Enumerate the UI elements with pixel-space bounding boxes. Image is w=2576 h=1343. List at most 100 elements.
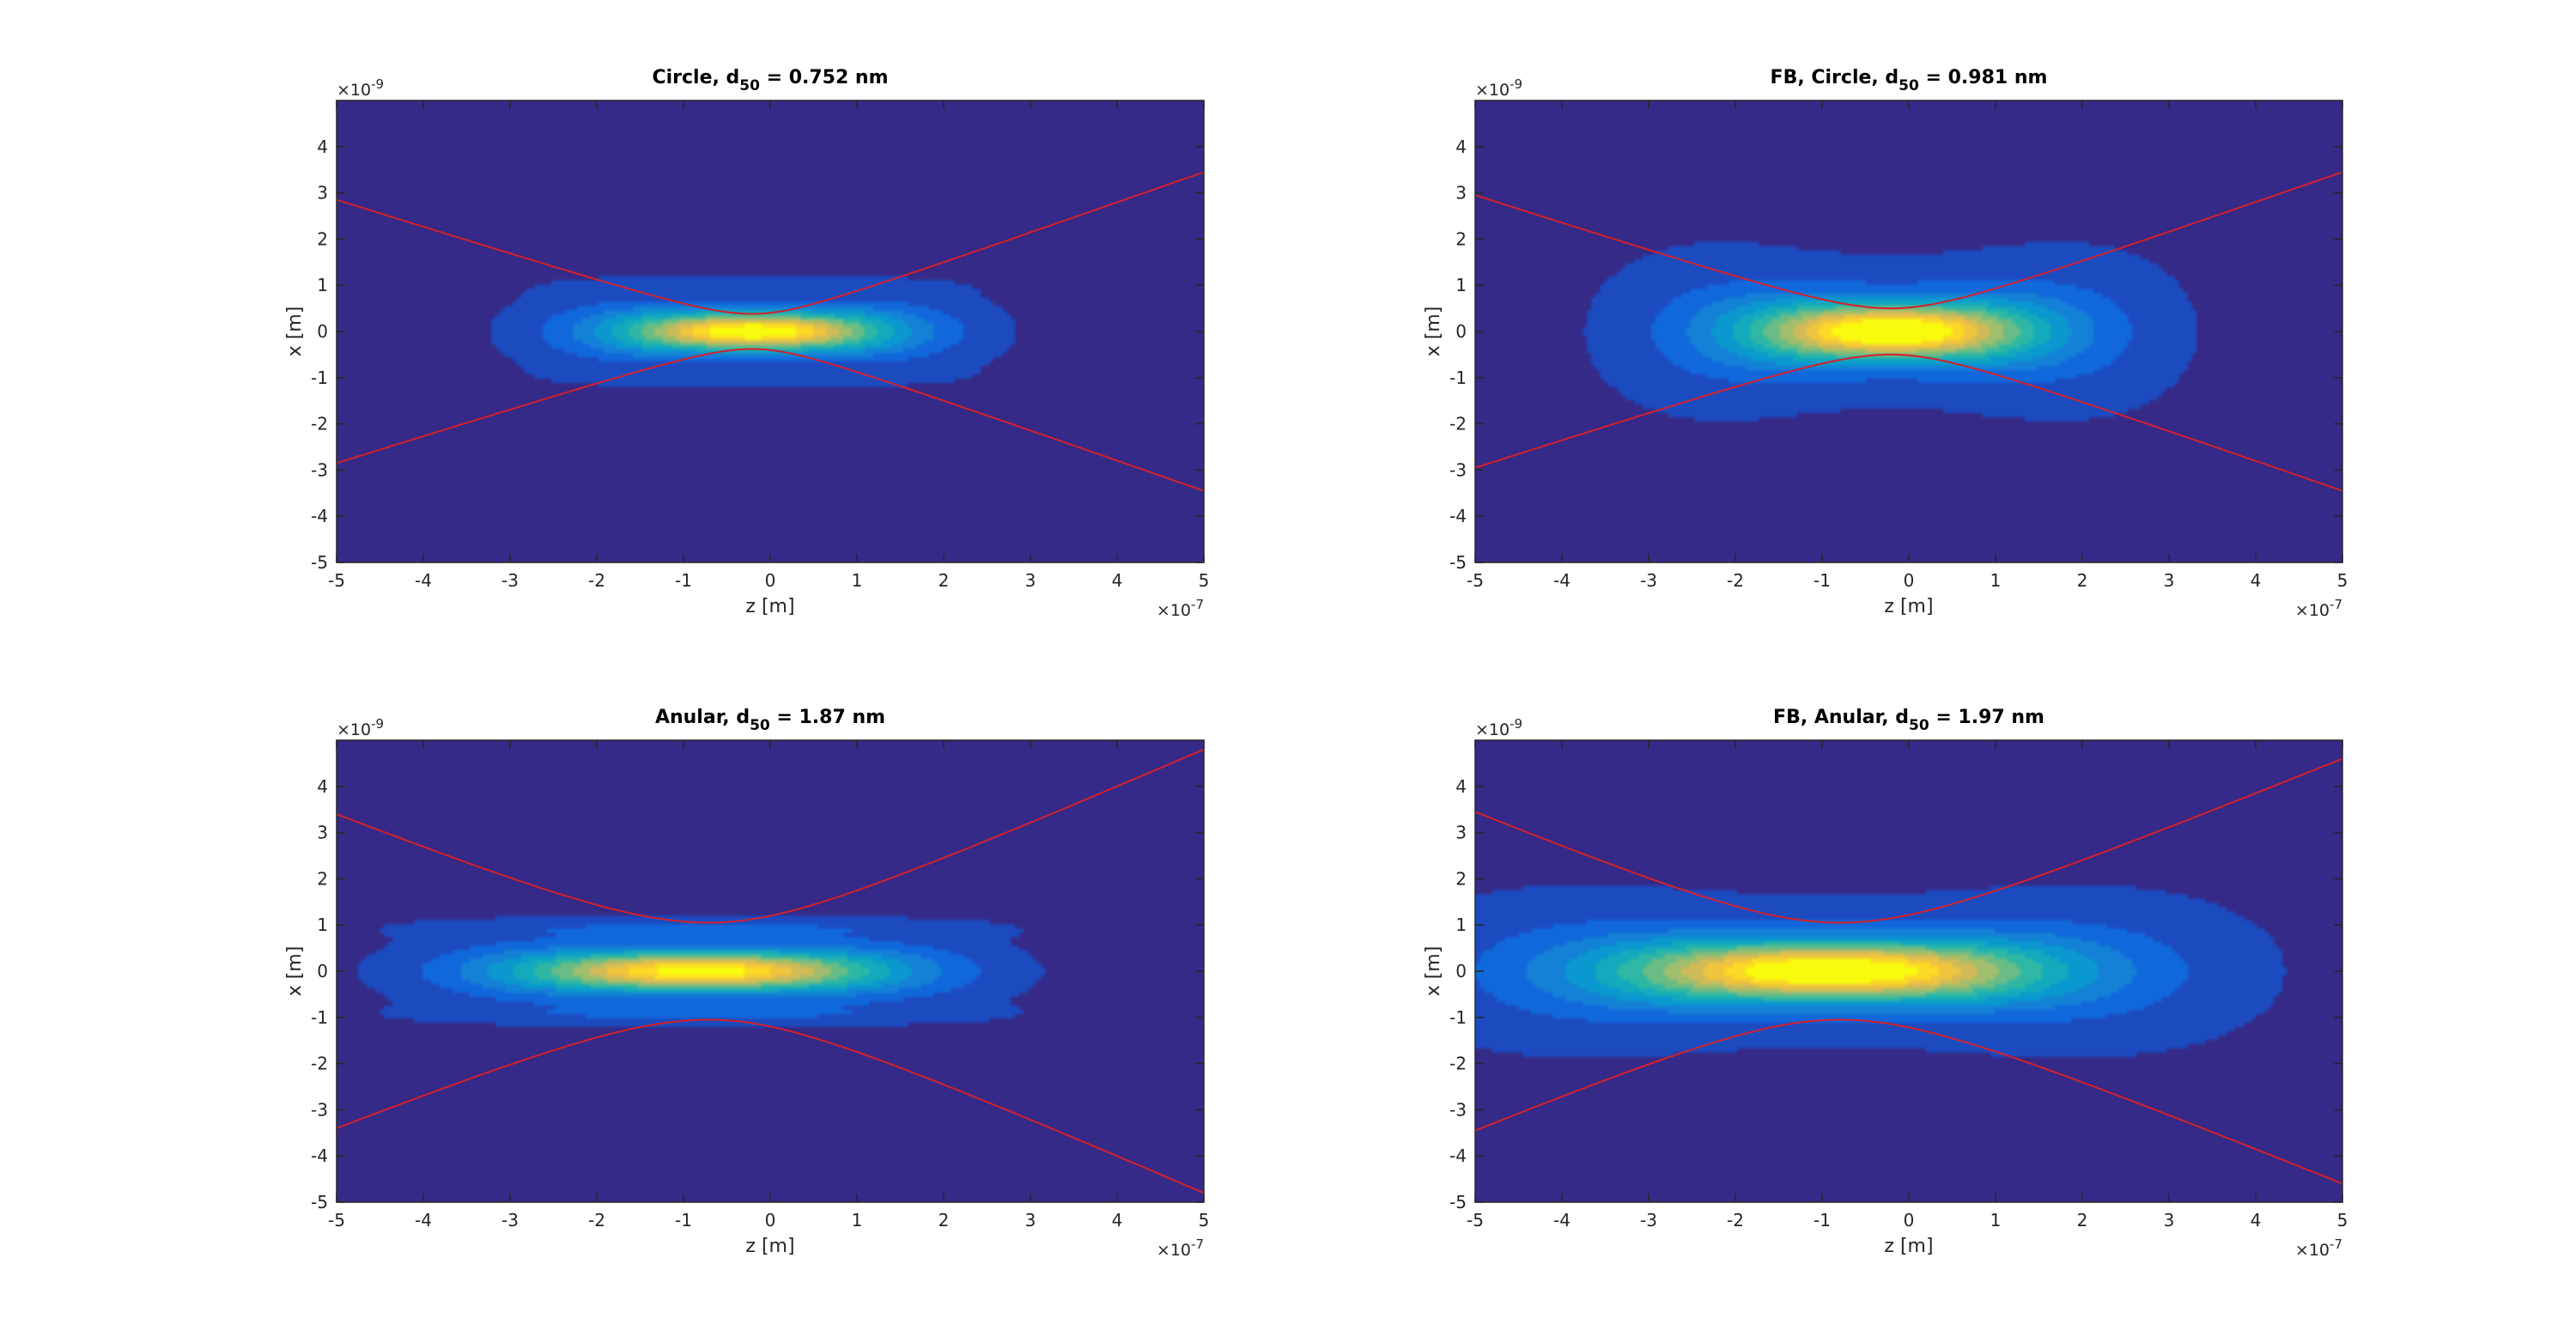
y-axis-label: x [m] xyxy=(284,946,306,997)
y-tick-label: -2 xyxy=(1449,414,1467,434)
y-tick-label: 0 xyxy=(317,321,328,342)
x-tick-label: 5 xyxy=(2337,1210,2348,1231)
x-tick-label: -1 xyxy=(1814,570,1831,591)
y-tick-label: -3 xyxy=(311,1099,328,1120)
y-tick-label: -4 xyxy=(311,506,328,526)
x-axis-label: z [m] xyxy=(745,1236,794,1257)
x-exponent-label: ×10-7 xyxy=(2295,1237,2342,1260)
x-tick-label: 0 xyxy=(1904,1210,1915,1231)
envelope-lower xyxy=(1474,1018,2343,1185)
x-tick-label: -5 xyxy=(328,570,345,591)
x-tick-label: 4 xyxy=(2251,570,2262,591)
x-exponent-label: ×10-7 xyxy=(1157,1237,1204,1260)
x-tick-label: -1 xyxy=(1814,1210,1831,1231)
subplot-1: -5 -4 -3 -2 -1 0 1 2 3 4 5 -5 -4 -3 -2 -1 0 1 2 3 4 z [m] x [m… xyxy=(284,67,1209,620)
y-tick-label: 3 xyxy=(317,183,328,204)
x-tick-label: 2 xyxy=(2077,1210,2088,1231)
x-tick-label: -3 xyxy=(501,570,519,591)
x-tick-label: -1 xyxy=(675,570,692,591)
subplot-title: Anular, d50 = 1.87 nm xyxy=(655,707,885,734)
x-exponent-label: ×10-7 xyxy=(2295,597,2342,620)
subplot-2: -5 -4 -3 -2 -1 0 1 2 3 4 5 -5 -4 -3 -2 -1 0 1 2 3 4 z [m] x [m… xyxy=(1423,67,2348,620)
y-tick-label: -1 xyxy=(311,368,328,388)
y-tick-label: -2 xyxy=(311,1054,328,1074)
x-exponent-label: ×10-7 xyxy=(1157,597,1204,620)
y-tick-label: 4 xyxy=(1455,137,1467,157)
y-tick-label: -2 xyxy=(1449,1054,1467,1074)
y-tick-label: 3 xyxy=(1455,823,1467,843)
heatmap-field xyxy=(337,100,1204,562)
y-tick-label: 2 xyxy=(1455,228,1467,249)
y-tick-label: -3 xyxy=(1449,1099,1467,1120)
x-axis-label: z [m] xyxy=(1884,596,1933,617)
x-tick-label: 2 xyxy=(2077,570,2088,591)
x-tick-label: -2 xyxy=(1727,1210,1744,1231)
subplot-4: -5 -4 -3 -2 -1 0 1 2 3 4 5 -5 -4 -3 -2 -1 0 1 2 3 4 z [m] x [m… xyxy=(1423,707,2348,1260)
envelope-upper xyxy=(1474,171,2343,310)
y-tick-label: -5 xyxy=(1449,1192,1467,1212)
x-tick-label: 1 xyxy=(852,1210,863,1231)
subplot-title: FB, Circle, d50 = 0.981 nm xyxy=(1771,67,2048,94)
x-tick-label: 0 xyxy=(765,1210,776,1231)
y-tick-label: -1 xyxy=(311,1007,328,1028)
y-tick-label: 4 xyxy=(317,776,328,797)
x-tick-label: 3 xyxy=(2164,1210,2175,1231)
y-tick-label: -1 xyxy=(1449,368,1467,388)
y-tick-label: -5 xyxy=(1449,552,1467,573)
x-tick-label: 1 xyxy=(1990,570,2002,591)
y-exponent-label: ×10-9 xyxy=(337,716,384,739)
x-tick-label: -4 xyxy=(415,1210,432,1231)
y-tick-label: -4 xyxy=(1449,1146,1467,1166)
y-tick-label: 4 xyxy=(317,137,328,157)
x-tick-label: -5 xyxy=(1467,1210,1484,1231)
x-tick-label: -2 xyxy=(1727,570,1744,591)
y-tick-label: 1 xyxy=(1455,915,1467,935)
x-tick-label: -4 xyxy=(1553,570,1571,591)
envelope-lower xyxy=(336,1018,1205,1194)
y-exponent-label: ×10-9 xyxy=(1475,76,1522,100)
subplot-title: FB, Anular, d50 = 1.97 nm xyxy=(1773,707,2044,734)
x-tick-label: 0 xyxy=(765,570,776,591)
x-tick-label: 4 xyxy=(1112,570,1123,591)
subplot-title: Circle, d50 = 0.752 nm xyxy=(652,67,888,94)
x-tick-label: -3 xyxy=(1640,1210,1657,1231)
x-tick-label: 3 xyxy=(2164,570,2175,591)
y-tick-label: -1 xyxy=(1449,1007,1467,1028)
x-tick-label: 3 xyxy=(1025,570,1036,591)
y-tick-label: -3 xyxy=(1449,459,1467,480)
x-tick-label: 4 xyxy=(1112,1210,1123,1231)
envelope-upper xyxy=(336,171,1205,315)
x-tick-label: -3 xyxy=(1640,570,1657,591)
y-axis-label: x [m] xyxy=(1423,946,1444,997)
envelope-upper xyxy=(1474,757,2343,924)
y-tick-label: -5 xyxy=(311,552,328,573)
x-tick-label: -2 xyxy=(588,1210,605,1231)
y-tick-label: 2 xyxy=(1455,868,1467,889)
x-tick-label: 5 xyxy=(1199,1210,1210,1231)
x-axis-label: z [m] xyxy=(745,596,794,617)
subplot-grid: -5 -4 -3 -2 -1 0 1 2 3 4 5 -5 -4 -3 -2 -1 0 1 2 3 4 z [m] x [m… xyxy=(284,67,2348,1260)
x-tick-label: 4 xyxy=(2251,1210,2262,1231)
x-tick-label: 1 xyxy=(852,570,863,591)
y-tick-label: -3 xyxy=(311,459,328,480)
x-tick-label: -2 xyxy=(588,570,605,591)
y-tick-label: 1 xyxy=(1455,275,1467,295)
x-tick-label: -4 xyxy=(1553,1210,1571,1231)
y-tick-label: 1 xyxy=(317,275,328,295)
y-tick-label: 1 xyxy=(317,915,328,935)
y-axis-label: x [m] xyxy=(1423,307,1444,357)
x-tick-label: 2 xyxy=(939,570,950,591)
y-tick-label: -2 xyxy=(311,414,328,434)
envelope-lower xyxy=(336,348,1205,492)
y-tick-label: 2 xyxy=(317,868,328,889)
x-tick-label: 5 xyxy=(1199,570,1210,591)
heatmap-field xyxy=(1475,740,2342,1202)
x-tick-label: -1 xyxy=(675,1210,692,1231)
x-tick-label: -3 xyxy=(501,1210,519,1231)
x-tick-label: 5 xyxy=(2337,570,2348,591)
y-axis-label: x [m] xyxy=(284,307,306,357)
x-tick-label: 3 xyxy=(1025,1210,1036,1231)
y-tick-label: 0 xyxy=(1455,321,1467,342)
x-tick-label: 0 xyxy=(1904,570,1915,591)
